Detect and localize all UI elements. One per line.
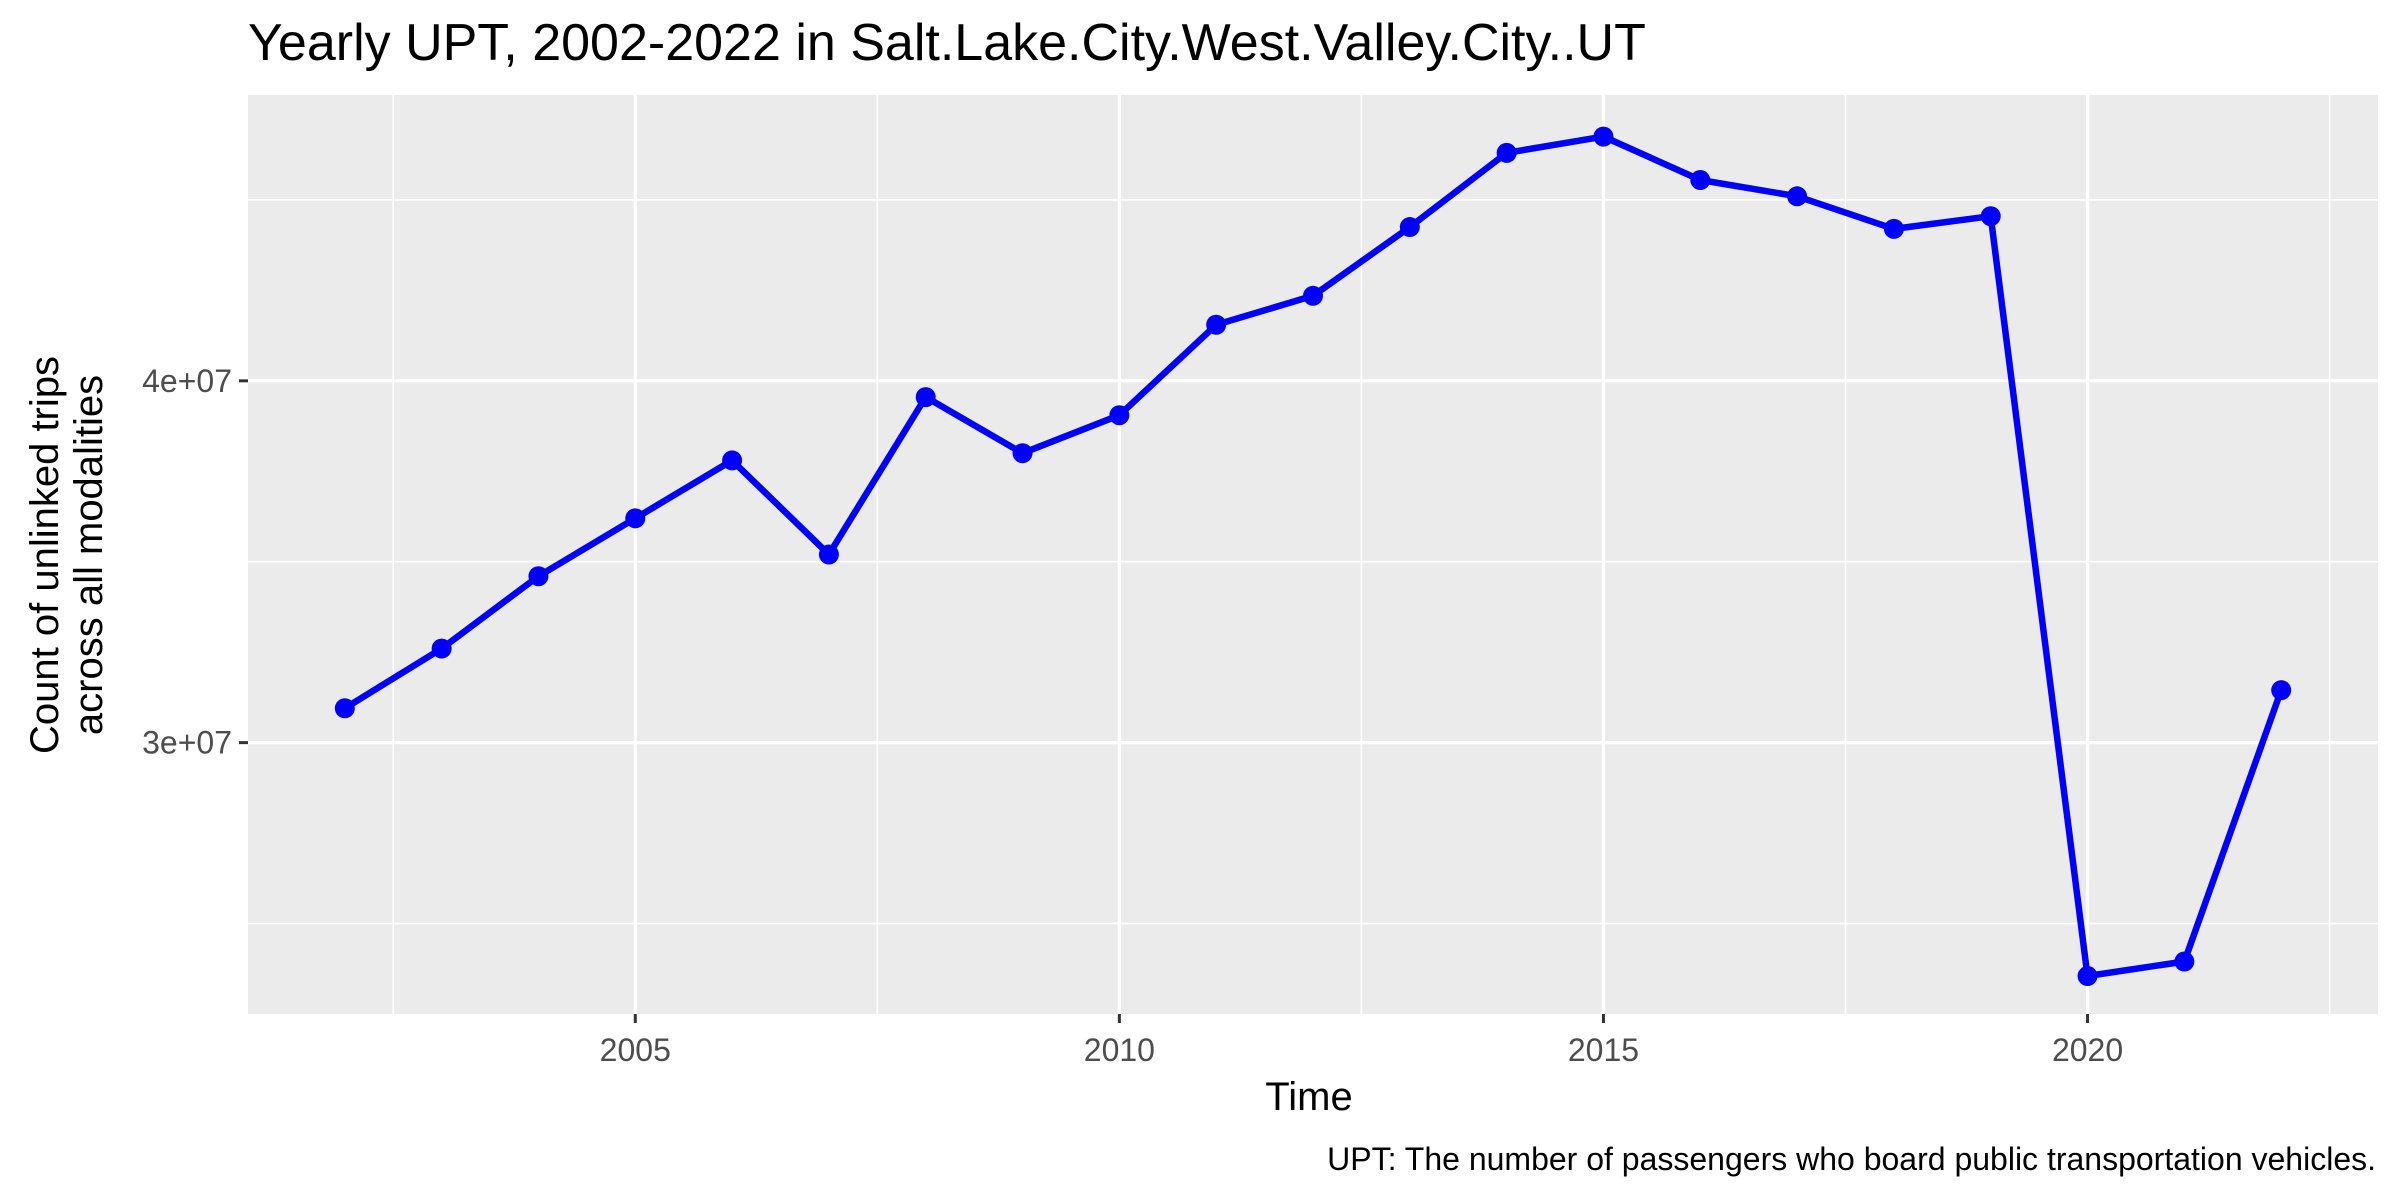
data-point (625, 508, 646, 529)
plot-panel (248, 95, 2378, 1014)
data-point (1980, 206, 2001, 227)
data-point (528, 566, 549, 587)
chart-caption: UPT: The number of passengers who board … (1327, 1141, 2376, 1177)
x-tick-label: 2005 (600, 1032, 671, 1068)
data-point (818, 544, 839, 565)
data-point (1787, 186, 1808, 207)
chart-title: Yearly UPT, 2002-2022 in Salt.Lake.City.… (248, 14, 1646, 72)
x-tick-label: 2010 (1084, 1032, 1155, 1068)
data-point (1496, 142, 1517, 163)
data-point (334, 698, 355, 719)
data-point (722, 450, 743, 471)
y-axis-title-line-1: Count of unlinked trips (23, 356, 67, 754)
y-tick-label: 4e+07 (142, 363, 232, 399)
x-axis-title: Time (1265, 1075, 1352, 1119)
data-point (1399, 217, 1420, 238)
data-point (2271, 680, 2292, 701)
y-tick-label: 3e+07 (142, 725, 232, 761)
grid-lines (248, 95, 2378, 1014)
data-point (2174, 951, 2195, 972)
y-axis-title-line-2: across all modalities (67, 375, 111, 735)
data-point (1883, 218, 1904, 239)
data-point (1012, 443, 1033, 464)
data-point (431, 638, 452, 659)
data-point (2077, 966, 2098, 987)
axis-ticks: 2005 2010 2015 2020 3e+07 4e+07 (142, 363, 2123, 1068)
x-tick-label: 2020 (2052, 1032, 2123, 1068)
data-points (334, 126, 2292, 987)
data-point (1303, 285, 1323, 306)
data-point (915, 387, 936, 408)
y-axis-title: Count of unlinked trips across all modal… (23, 356, 111, 754)
data-point (1206, 314, 1227, 335)
data-point (1109, 405, 1130, 426)
data-point (1593, 126, 1614, 147)
x-tick-label: 2015 (1568, 1032, 1639, 1068)
data-point (1690, 170, 1711, 191)
